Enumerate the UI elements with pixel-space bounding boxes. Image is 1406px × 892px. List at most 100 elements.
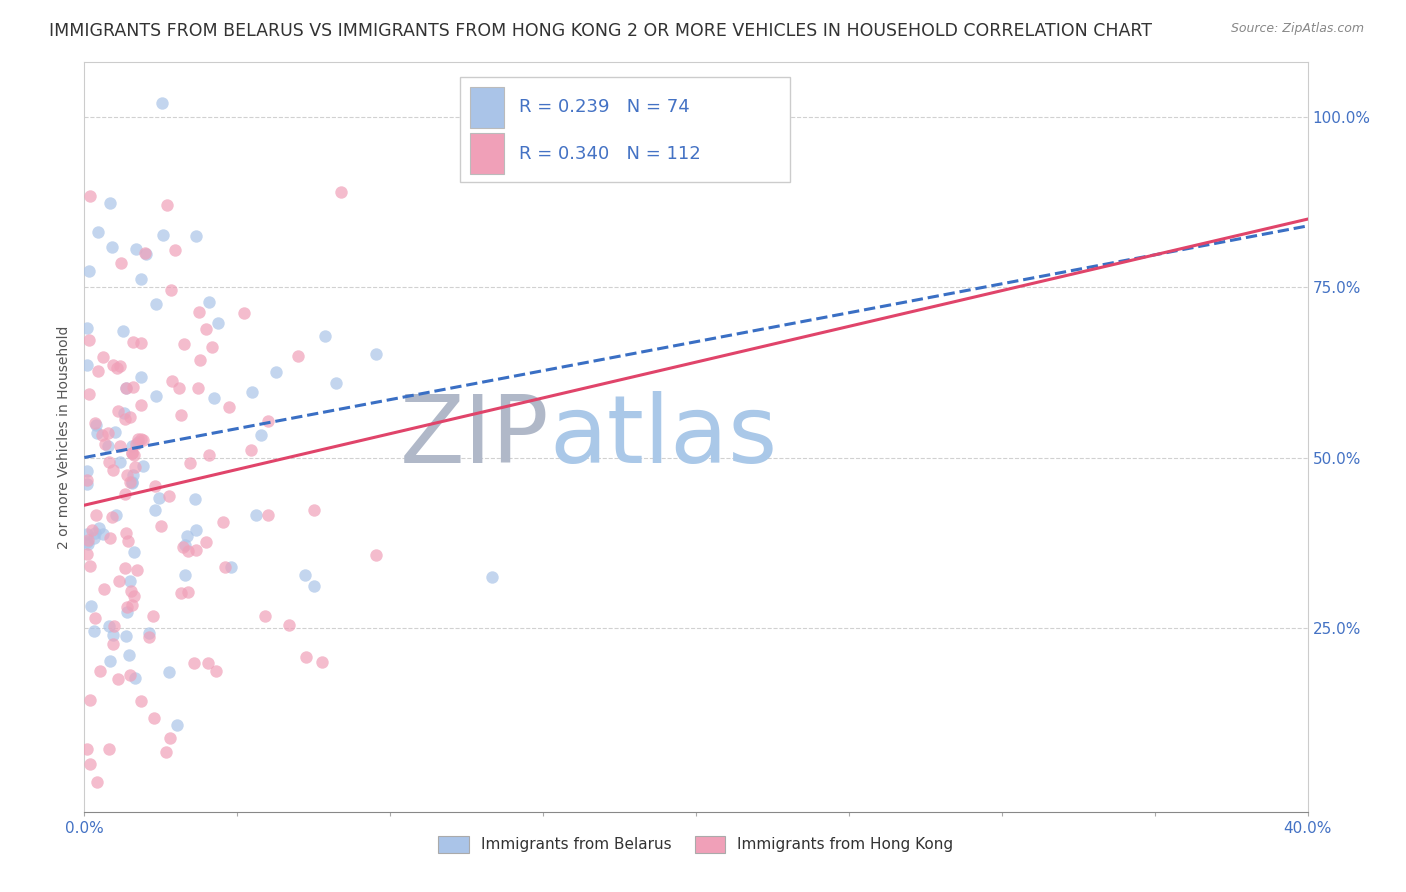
- Point: [120, 410, 142, 425]
- Point: [115, 525, 138, 540]
- Point: [150, 518, 173, 533]
- Text: atlas: atlas: [550, 391, 778, 483]
- Point: [166, 718, 188, 732]
- Point: [145, 389, 167, 403]
- Point: [112, 324, 135, 338]
- Legend: Immigrants from Belarus, Immigrants from Hong Kong: Immigrants from Belarus, Immigrants from…: [430, 829, 962, 860]
- Point: [76, 358, 98, 372]
- Point: [155, 745, 177, 759]
- Point: [122, 468, 145, 483]
- FancyBboxPatch shape: [470, 133, 503, 175]
- Text: Source: ZipAtlas.com: Source: ZipAtlas.com: [1230, 22, 1364, 36]
- Point: [176, 528, 198, 542]
- Point: [98, 455, 121, 469]
- Point: [198, 448, 221, 462]
- Point: [122, 335, 145, 350]
- Point: [124, 671, 146, 685]
- Point: [97, 439, 120, 453]
- Point: [91, 350, 114, 364]
- Point: [87, 364, 110, 378]
- Point: [287, 349, 309, 363]
- Point: [124, 545, 146, 559]
- Point: [294, 567, 316, 582]
- Point: [80, 599, 103, 614]
- Point: [79, 757, 101, 772]
- Point: [94, 437, 117, 451]
- Point: [118, 668, 141, 682]
- Point: [121, 475, 143, 489]
- Point: [89, 664, 111, 678]
- Point: [240, 443, 263, 458]
- Point: [167, 381, 190, 395]
- Point: [117, 534, 139, 549]
- Point: [121, 598, 143, 612]
- Point: [481, 570, 503, 584]
- Point: [177, 585, 200, 599]
- Point: [120, 475, 142, 490]
- Point: [129, 272, 152, 286]
- Point: [295, 650, 318, 665]
- Point: [132, 434, 155, 448]
- Point: [79, 189, 101, 203]
- Point: [118, 648, 141, 662]
- Point: [165, 244, 187, 258]
- Point: [184, 523, 207, 537]
- Point: [101, 627, 124, 641]
- Point: [173, 336, 195, 351]
- Point: [76, 477, 98, 491]
- Point: [79, 559, 101, 574]
- Point: [170, 408, 193, 422]
- Point: [76, 533, 98, 547]
- Point: [90, 427, 112, 442]
- Point: [98, 532, 121, 546]
- Point: [97, 426, 120, 441]
- Point: [77, 537, 100, 551]
- Point: [129, 370, 152, 384]
- Point: [89, 521, 111, 535]
- Point: [138, 626, 160, 640]
- Point: [302, 579, 325, 593]
- Point: [121, 439, 143, 453]
- Point: [366, 347, 388, 361]
- Point: [121, 446, 143, 460]
- Point: [84, 526, 107, 541]
- Point: [120, 584, 142, 599]
- Point: [115, 600, 138, 615]
- Point: [79, 693, 101, 707]
- Point: [80, 523, 103, 537]
- Point: [107, 403, 129, 417]
- Point: [76, 464, 98, 478]
- Point: [115, 468, 138, 483]
- Point: [101, 638, 124, 652]
- Point: [127, 435, 149, 450]
- Point: [205, 664, 228, 678]
- Text: R = 0.340   N = 112: R = 0.340 N = 112: [519, 145, 700, 163]
- Point: [160, 284, 183, 298]
- Point: [77, 333, 100, 347]
- Point: [93, 527, 115, 541]
- Point: [104, 425, 127, 439]
- Point: [115, 629, 138, 643]
- Point: [108, 455, 131, 469]
- Point: [108, 439, 131, 453]
- Point: [245, 508, 267, 523]
- Point: [76, 742, 98, 756]
- Point: [264, 366, 287, 380]
- Point: [256, 508, 278, 523]
- Point: [202, 391, 225, 405]
- Point: [135, 247, 157, 261]
- Point: [142, 608, 165, 623]
- Point: [122, 448, 145, 462]
- Point: [120, 574, 142, 588]
- Point: [83, 624, 105, 638]
- Point: [76, 527, 98, 541]
- Point: [124, 460, 146, 475]
- Point: [114, 561, 136, 575]
- Point: [184, 228, 207, 243]
- Point: [84, 611, 107, 625]
- Point: [86, 775, 108, 789]
- Point: [121, 475, 143, 490]
- Point: [104, 508, 127, 523]
- Point: [77, 263, 100, 277]
- Point: [184, 492, 207, 507]
